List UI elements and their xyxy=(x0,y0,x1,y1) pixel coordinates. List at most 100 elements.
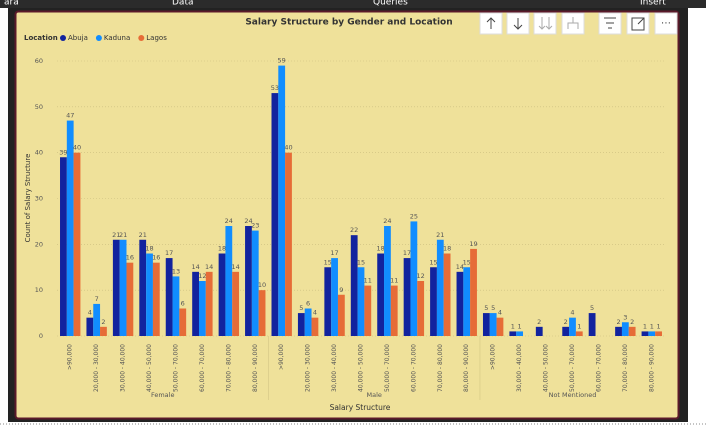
data-label: 14 xyxy=(205,263,213,271)
menu-item[interactable]: Data xyxy=(172,0,194,8)
data-label: 18 xyxy=(218,245,226,253)
x-tick-label: 30,000 - 40,000 xyxy=(331,344,338,392)
x-tick-label: >90,000 xyxy=(67,344,74,370)
icon xyxy=(567,17,579,29)
x-tick-label: 80,000 - 90,000 xyxy=(252,344,259,392)
x-tick-label: 30,000 - 40,000 xyxy=(516,344,523,392)
x-tick-label: 20,000 - 30,000 xyxy=(305,344,312,392)
data-label: 17 xyxy=(330,249,338,257)
data-label: 5 xyxy=(491,304,495,312)
data-label: 5 xyxy=(299,304,303,312)
x-axis-title: Salary Structure xyxy=(330,403,391,412)
bar xyxy=(66,120,74,336)
data-label: 25 xyxy=(410,212,418,220)
bar xyxy=(86,317,94,336)
bar xyxy=(146,253,153,336)
bar xyxy=(641,331,649,336)
data-label: 21 xyxy=(112,231,120,239)
icon xyxy=(538,17,553,30)
bar xyxy=(436,239,444,336)
data-label: 14 xyxy=(231,263,239,271)
bar xyxy=(430,267,437,336)
bar xyxy=(285,152,292,336)
data-label: 9 xyxy=(339,286,343,294)
legend-title: Location xyxy=(24,34,58,42)
data-label: 16 xyxy=(152,254,160,262)
data-label: 13 xyxy=(172,267,180,275)
data-label: 4 xyxy=(570,309,574,317)
data-label: 24 xyxy=(244,217,252,225)
next-level[interactable] xyxy=(533,12,557,35)
bar xyxy=(198,281,206,336)
data-label: 15 xyxy=(357,258,365,266)
menu-item[interactable]: ara xyxy=(4,0,19,8)
data-label: 14 xyxy=(456,263,464,271)
bar xyxy=(655,331,662,336)
bar xyxy=(621,322,629,336)
bar xyxy=(100,326,107,336)
data-label: 5 xyxy=(590,304,594,312)
x-tick-label: 20,000 - 30,000 xyxy=(93,344,100,392)
data-label: 21 xyxy=(436,231,444,239)
x-tick-label: 60,000 - 70,000 xyxy=(199,344,206,392)
y-tick-label: 20 xyxy=(35,240,43,248)
data-label: 2 xyxy=(630,318,634,326)
legend-label: Abuja xyxy=(68,34,88,42)
y-tick-label: 50 xyxy=(35,103,43,111)
data-label: 11 xyxy=(390,277,398,285)
x-tick-label: 50,000 - 70,000 xyxy=(172,344,179,392)
menu-item[interactable]: Insert xyxy=(640,0,666,8)
bar xyxy=(417,281,425,336)
icon xyxy=(631,17,645,31)
group-label: Not Mentioned xyxy=(549,391,597,399)
bar xyxy=(179,308,187,336)
bar xyxy=(648,331,656,336)
more-options[interactable] xyxy=(654,12,678,35)
y-axis-title: Count of Salary Structure xyxy=(24,154,32,243)
data-label: 4 xyxy=(88,309,92,317)
bar xyxy=(588,313,596,336)
data-label: 21 xyxy=(119,231,127,239)
legend-swatch xyxy=(95,35,102,41)
bar xyxy=(509,331,517,336)
bar xyxy=(489,313,497,336)
x-tick-label: 80,000 - 90,000 xyxy=(463,344,470,392)
data-label: 5 xyxy=(484,304,488,312)
data-label: 39 xyxy=(59,148,67,156)
bar xyxy=(139,239,147,336)
bar xyxy=(482,313,490,336)
data-label: 7 xyxy=(95,295,99,303)
menu-item[interactable]: Queries xyxy=(373,0,408,8)
data-label: 59 xyxy=(278,57,286,65)
data-label: 12 xyxy=(417,272,425,280)
data-label: 2 xyxy=(564,318,568,326)
x-tick-label: 30,000 - 40,000 xyxy=(120,344,127,392)
bar xyxy=(251,230,259,336)
bar xyxy=(377,253,385,336)
data-label: 2 xyxy=(101,318,105,326)
data-label: 23 xyxy=(251,222,259,230)
bar xyxy=(364,285,372,336)
bar xyxy=(112,239,120,336)
bar xyxy=(126,262,134,336)
bar xyxy=(152,262,160,336)
bar xyxy=(165,258,173,336)
bar xyxy=(225,226,233,336)
icon: ⋯ xyxy=(661,18,671,29)
bar xyxy=(463,267,471,336)
legend-label: Lagos xyxy=(146,34,167,42)
visual[interactable] xyxy=(14,10,680,420)
bar xyxy=(331,258,338,336)
legend-swatch xyxy=(138,35,145,41)
bar xyxy=(615,326,622,336)
bar xyxy=(410,221,418,336)
data-label: 1 xyxy=(643,322,647,330)
bar xyxy=(258,290,266,336)
data-label: 1 xyxy=(511,322,515,330)
header-icons: ⋯ xyxy=(479,12,678,35)
bar xyxy=(384,226,391,336)
data-label: 18 xyxy=(443,245,451,253)
bar xyxy=(357,267,365,336)
chart-title: Salary Structure by Gender and Location xyxy=(245,18,452,28)
